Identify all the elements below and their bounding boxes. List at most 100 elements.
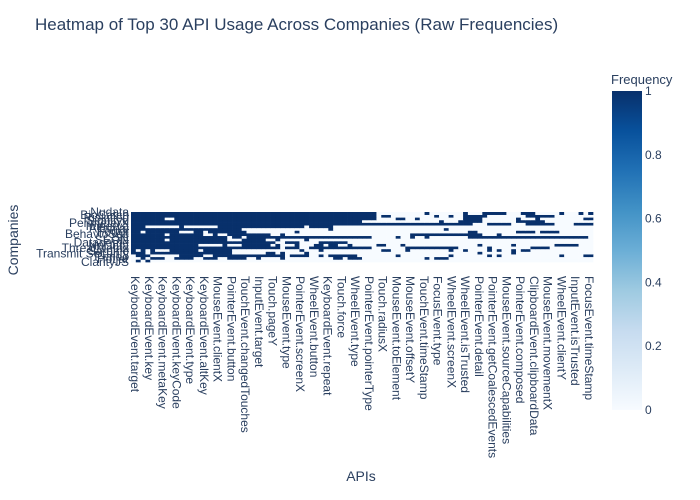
heatmap-cell [193,225,199,229]
heatmap-cell [362,219,368,223]
heatmap-cell [280,212,286,215]
heatmap-cell [496,219,502,223]
heatmap-cell [256,212,262,215]
heatmap-cell [381,233,387,237]
heatmap-cell [477,235,483,239]
heatmap-cell [251,222,257,226]
heatmap-cell [347,243,353,247]
heatmap-cell [410,238,416,242]
heatmap-cell [357,212,363,215]
heatmap-cell [309,238,315,242]
heatmap-cell [588,222,594,226]
x-tick-label: FocusEvent.type [431,276,445,366]
heatmap-cell [491,222,498,226]
heatmap-cell [516,246,522,250]
heatmap-cell [328,217,334,221]
heatmap-cell [463,238,469,242]
heatmap-cell [386,246,392,250]
x-tick-label: TouchEvent.changedTouches [238,276,252,433]
heatmap-cell [395,222,401,226]
heatmap-cell [299,219,305,223]
heatmap-cell [491,225,498,229]
heatmap-cell [333,238,339,242]
heatmap-cell [159,222,166,226]
heatmap-cell [439,256,445,260]
heatmap-cell [429,256,435,260]
heatmap-cell [477,254,483,258]
heatmap-cell [516,248,522,252]
heatmap-cell [400,246,406,250]
heatmap-cell [309,225,315,229]
heatmap-cell [487,225,493,229]
heatmap-cell [260,230,267,234]
heatmap-cell [246,251,252,255]
heatmap-cell [405,230,411,234]
heatmap-cell [554,238,560,242]
heatmap-cell [333,227,339,231]
heatmap-cell [381,254,387,258]
heatmap-cell [347,222,353,226]
heatmap-cell [458,235,464,239]
heatmap-cell [482,235,488,239]
heatmap-cell [347,214,353,218]
heatmap-cell [390,219,397,223]
heatmap-cell [208,217,214,221]
heatmap-cell [400,227,406,231]
heatmap-cell [530,225,536,229]
heatmap-cell [544,214,551,218]
heatmap-cell [280,243,286,247]
heatmap-cell [246,230,252,234]
heatmap-cell [328,254,334,258]
heatmap-cell [241,240,247,244]
heatmap-cell [246,256,252,260]
heatmap-cell [487,217,493,221]
heatmap-cell [467,235,474,239]
heatmap-cell [169,222,175,226]
heatmap-cell [549,219,555,223]
heatmap-cell [342,235,348,239]
heatmap-cell [309,256,315,260]
heatmap-cell [410,233,416,237]
heatmap-cell [511,212,517,215]
heatmap-cell [342,227,348,231]
heatmap-cell [506,246,512,250]
x-tick-label: TouchEvent.timeStamp [417,276,431,400]
heatmap-cell [491,230,498,234]
heatmap-cell [496,256,502,260]
heatmap-cell [217,238,223,242]
heatmap-cell [169,246,175,250]
colorbar-ticks: 00.20.40.60.81 [645,84,662,417]
heatmap-cell [232,235,238,239]
heatmap-cell [347,251,353,255]
heatmap-cell [203,212,209,215]
heatmap-cell [410,230,416,234]
heatmap-cell [362,254,368,258]
heatmap-cell [511,227,517,231]
heatmap-cell [318,233,324,237]
heatmap-cell [131,238,137,242]
heatmap-cell [275,214,281,218]
heatmap-cell [453,248,459,252]
heatmap-cell [578,230,584,234]
heatmap-cell [540,233,546,237]
heatmap-cell [232,238,238,242]
heatmap-cell [174,254,180,258]
heatmap-cell [212,248,218,252]
heatmap-cell [174,251,180,255]
heatmap-cell [203,217,209,221]
heatmap-cell [285,214,291,218]
heatmap-cell [496,222,502,226]
heatmap-cell [583,251,589,255]
heatmap-cell [256,233,262,237]
heatmap-cell [256,225,262,229]
heatmap-cell [174,222,180,226]
heatmap-cell [405,259,411,263]
heatmap-cell [227,227,233,231]
heatmap-cell [467,240,474,244]
heatmap-cell [578,212,584,215]
heatmap-cell [193,222,199,226]
heatmap-cell [179,256,185,260]
heatmap-cell [453,259,459,263]
heatmap-cell [390,217,397,221]
heatmap-cell [559,235,565,239]
